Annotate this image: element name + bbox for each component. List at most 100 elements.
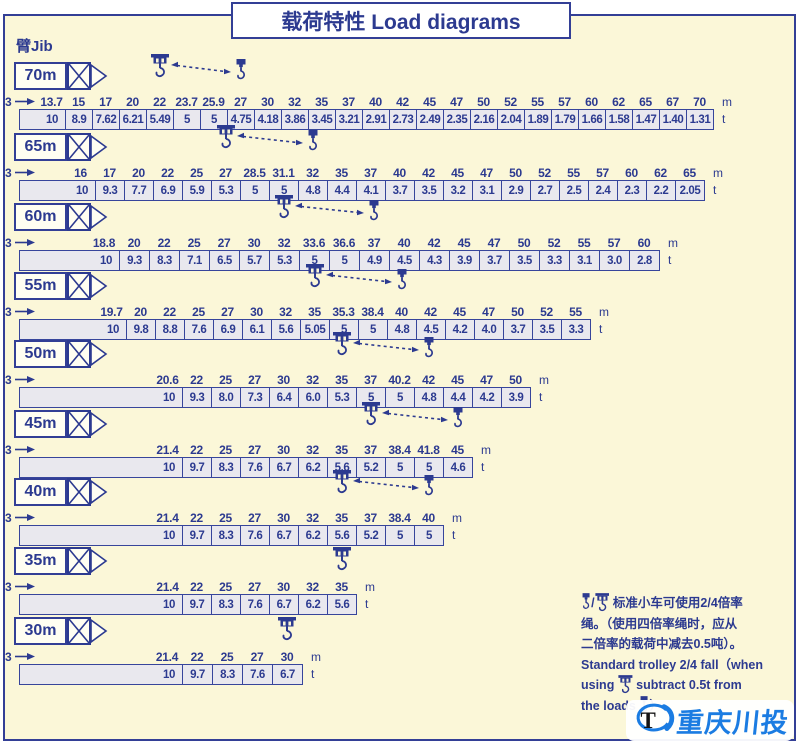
radius-label: 47: [480, 373, 493, 387]
radius-unit-label: m: [539, 373, 549, 387]
hook-2fall-icon: [397, 269, 406, 290]
radius-label: 27: [221, 305, 234, 319]
radius-label: 35: [335, 443, 348, 457]
jib-length-symbol: 50m: [14, 340, 109, 368]
load-unit-label: t: [452, 528, 456, 542]
load-cell: 5.3: [269, 250, 300, 271]
radius-label: 40: [397, 236, 411, 250]
jib-length-label: 35m: [14, 547, 67, 575]
jib-lattice-icon: [67, 410, 108, 438]
radius-label: 47: [487, 236, 501, 250]
load-cell: 1.31: [686, 109, 714, 130]
load-cell: 10: [19, 594, 183, 615]
load-cell: 7.6: [242, 664, 273, 685]
load-cell: 5.3: [211, 180, 241, 201]
right-arrow-icon: [14, 446, 35, 453]
radius-unit-label: m: [713, 166, 723, 180]
load-cell: 2.04: [497, 109, 525, 130]
radius-label: 25: [219, 373, 232, 387]
load-cell: 5.3: [327, 387, 357, 408]
radius-label: 30: [250, 305, 263, 319]
load-cell: 7.6: [240, 525, 270, 546]
load-cell: 3.1: [569, 250, 600, 271]
radius-label: 22: [190, 511, 203, 525]
radius-label: 22: [190, 650, 204, 664]
right-arrow-icon: [14, 653, 35, 660]
load-cell: 3.7: [479, 250, 510, 271]
note-line-2: 绳。（使用四倍率绳时，应从: [581, 616, 738, 631]
note-text: 标准小车可使用2/4倍率: [612, 596, 743, 610]
load-unit-label: t: [722, 112, 726, 126]
load-cells-row: 10 9.7 8.3 7.6 6.7: [19, 664, 303, 685]
load-cell: 9.3: [119, 250, 150, 271]
jib-length-symbol: 30m: [14, 617, 109, 645]
radius-label: 35: [315, 95, 328, 109]
radius-label: 20.6: [156, 373, 179, 387]
min-radius-label: 3: [5, 511, 36, 525]
radius-label: 55: [569, 305, 582, 319]
radius-unit-label: m: [481, 443, 491, 457]
load-cell: 1.79: [551, 109, 579, 130]
radius-label: 45: [451, 373, 464, 387]
radius-label: 32: [306, 443, 319, 457]
load-cell: 2.2: [646, 180, 676, 201]
radius-label: 42: [422, 166, 435, 180]
radius-label: 30: [277, 511, 290, 525]
radius-label: 45: [457, 236, 471, 250]
load-cell: 10: [19, 250, 120, 271]
brand-logo: T 重庆川投: [626, 700, 794, 741]
load-cell: 3.3: [561, 319, 591, 340]
load-cell: 3.7: [503, 319, 533, 340]
radius-label: 21.4: [155, 650, 179, 664]
load-cell: 9.7: [182, 525, 212, 546]
jib-header-label: 臂Jib: [16, 38, 53, 55]
load-cell: 8.3: [211, 525, 241, 546]
jib-length-label: 70m: [14, 62, 67, 90]
radius-label: 50: [509, 166, 522, 180]
jib-length-label: 45m: [14, 410, 67, 438]
logo-swoosh-icon: T: [636, 703, 675, 733]
load-cell: 8.9: [65, 109, 93, 130]
hook-2fall-icon: [424, 475, 433, 496]
radius-label: 20: [127, 236, 141, 250]
load-cell: 2.73: [389, 109, 417, 130]
min-radius-label: 3: [5, 580, 36, 594]
radius-label: 37: [364, 511, 377, 525]
radius-label: 22: [163, 305, 176, 319]
radius-label: 62: [612, 95, 625, 109]
radius-unit-label: m: [599, 305, 609, 319]
jib-lattice-icon: [67, 340, 108, 368]
radius-unit-label: m: [452, 511, 462, 525]
load-cell: 6.7: [269, 594, 299, 615]
radius-label: 31.1: [272, 166, 295, 180]
right-arrow-icon: [14, 98, 35, 105]
radius-label: 41.8: [417, 443, 440, 457]
radius-label: 35: [335, 373, 348, 387]
radius-label: 25: [187, 236, 201, 250]
load-cell: 6.7: [272, 664, 303, 685]
load-cell: 8.3: [211, 457, 241, 478]
right-arrow-icon: [14, 376, 35, 383]
load-cell: 1.58: [605, 109, 633, 130]
jib-lattice-icon: [67, 133, 108, 161]
load-cell: 5: [173, 109, 201, 130]
radius-label: 36.6: [332, 236, 356, 250]
radius-label: 60: [637, 236, 651, 250]
radius-label: 52: [547, 236, 561, 250]
jib-length-label: 55m: [14, 272, 67, 300]
trolley-4fall-icon: [618, 675, 633, 694]
radius-label: 60: [585, 95, 598, 109]
load-cell: 5: [200, 109, 228, 130]
radius-label: 37: [342, 95, 355, 109]
radius-label: 22: [190, 580, 203, 594]
load-cell: 1.66: [578, 109, 606, 130]
radius-label: 30: [247, 236, 261, 250]
radius-label: 21.4: [156, 580, 179, 594]
load-cell: 4.9: [359, 250, 390, 271]
min-radius-label: 3: [5, 95, 36, 109]
trolley-4fall-icon: [305, 264, 324, 287]
load-cell: 2.91: [362, 109, 390, 130]
load-cell: 2.4: [588, 180, 618, 201]
radius-label: 30: [277, 580, 290, 594]
load-cell: 3.9: [449, 250, 480, 271]
